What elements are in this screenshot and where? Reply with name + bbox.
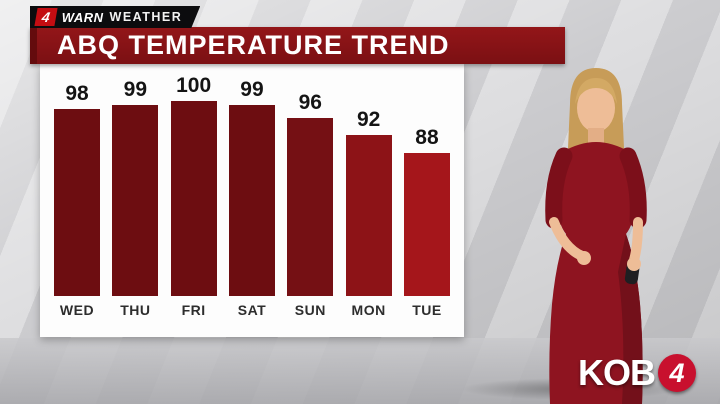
bar-column: 100 [170,74,217,296]
presenter-right-forearm [629,217,643,265]
presenter-left-hand [577,251,591,265]
bar-column: 99 [112,78,159,296]
bar-day-label: FRI [181,302,206,318]
bar-day-label: SUN [294,302,326,318]
presenter-face [577,84,615,132]
bar [228,105,275,296]
bar [403,153,450,296]
bar-column: 99 [228,78,275,296]
bar-column: 88 [403,126,450,296]
bar-value-label: 100 [176,74,212,97]
presenter-dress-shade [618,234,643,404]
warn-weather-banner: 4 WARN WEATHER [30,6,200,28]
chart-panel: 98 99 100 99 96 92 88 WED THU FRI SAT SUN MON TUE [40,64,464,337]
bar [170,101,217,296]
bar [112,105,159,296]
bar-value-label: 99 [240,78,264,101]
presenter-hair-front [575,78,617,104]
bar [54,109,100,296]
bar-day-label: WED [59,302,95,318]
bar-value-label: 96 [298,91,322,114]
bar [287,118,334,296]
kob4-logo: KOB 4 [578,352,696,394]
bar-value-label: 99 [123,78,147,101]
bar-day-label: TUE [412,302,442,318]
presenter-right-arm [619,147,647,229]
kob-logo-text: KOB [578,352,656,393]
presenter-neck [588,128,604,144]
bar-column: 96 [287,91,334,296]
bar [345,135,392,296]
bar-value-label: 98 [65,82,89,105]
bar-value-label: 88 [415,126,439,149]
bars-area: 98 99 100 99 96 92 88 [40,64,464,296]
weather-label: WEATHER [109,10,183,24]
bar-day-label: THU [120,302,151,318]
bar-value-label: 92 [356,108,381,131]
bar-day-label: SAT [237,302,267,318]
bar-column: 92 [345,108,392,296]
day-labels-row: WED THU FRI SAT SUN MON TUE [40,296,464,318]
presenter-right-hand [627,257,641,271]
chart-title: ABQ TEMPERATURE TREND [57,30,450,60]
bar-day-label: MON [351,302,386,318]
channel-4-badge: 4 [34,8,57,26]
chart-title-banner: ABQ TEMPERATURE TREND [30,27,565,64]
weather-presenter [545,68,647,404]
bar-column: 98 [54,82,100,296]
presenter-dress [549,142,643,404]
presenter-left-arm [545,147,573,229]
warn-label: WARN [61,9,104,25]
kob-logo-4-circle: 4 [658,354,696,392]
